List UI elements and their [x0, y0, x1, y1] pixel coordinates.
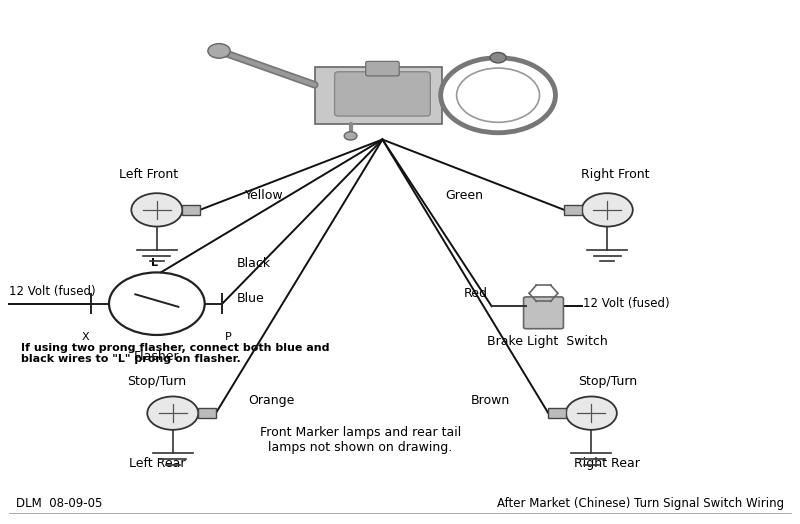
Text: Stop/Turn: Stop/Turn [127, 375, 186, 388]
Circle shape [208, 43, 230, 58]
Text: Red: Red [464, 287, 488, 300]
Text: Right Rear: Right Rear [574, 457, 640, 471]
Text: P: P [226, 332, 232, 342]
FancyBboxPatch shape [523, 297, 563, 329]
Text: Blue: Blue [237, 292, 264, 305]
FancyBboxPatch shape [198, 409, 216, 418]
Text: DLM  08-09-05: DLM 08-09-05 [16, 497, 102, 509]
Text: Flasher: Flasher [134, 350, 180, 363]
Polygon shape [314, 67, 442, 124]
Circle shape [344, 132, 357, 140]
Circle shape [566, 397, 617, 430]
FancyBboxPatch shape [366, 61, 399, 76]
Text: L: L [151, 258, 158, 268]
Text: X: X [82, 332, 89, 342]
Text: Green: Green [446, 189, 484, 202]
Text: Brake Light  Switch: Brake Light Switch [487, 335, 608, 348]
FancyBboxPatch shape [182, 205, 200, 214]
Text: Black: Black [237, 257, 270, 270]
Text: If using two prong flasher, connect both blue and
black wires to "L" prong on fl: If using two prong flasher, connect both… [22, 343, 330, 364]
Text: Left Front: Left Front [119, 168, 178, 181]
FancyBboxPatch shape [334, 72, 430, 116]
Text: Yellow: Yellow [245, 189, 283, 202]
FancyBboxPatch shape [548, 409, 566, 418]
Circle shape [582, 193, 633, 226]
Text: Right Front: Right Front [581, 168, 650, 181]
Circle shape [131, 193, 182, 226]
Text: 12 Volt (fused): 12 Volt (fused) [583, 297, 670, 310]
Text: Orange: Orange [249, 394, 295, 407]
Text: 12 Volt (fused): 12 Volt (fused) [10, 286, 96, 299]
Text: Front Marker lamps and rear tail
lamps not shown on drawing.: Front Marker lamps and rear tail lamps n… [259, 426, 461, 454]
Text: Stop/Turn: Stop/Turn [578, 375, 637, 388]
Text: Left Rear: Left Rear [129, 457, 185, 471]
Text: Brown: Brown [470, 394, 510, 407]
Circle shape [147, 397, 198, 430]
FancyBboxPatch shape [564, 205, 582, 214]
Text: After Market (Chinese) Turn Signal Switch Wiring: After Market (Chinese) Turn Signal Switc… [497, 497, 784, 509]
Circle shape [490, 52, 506, 63]
